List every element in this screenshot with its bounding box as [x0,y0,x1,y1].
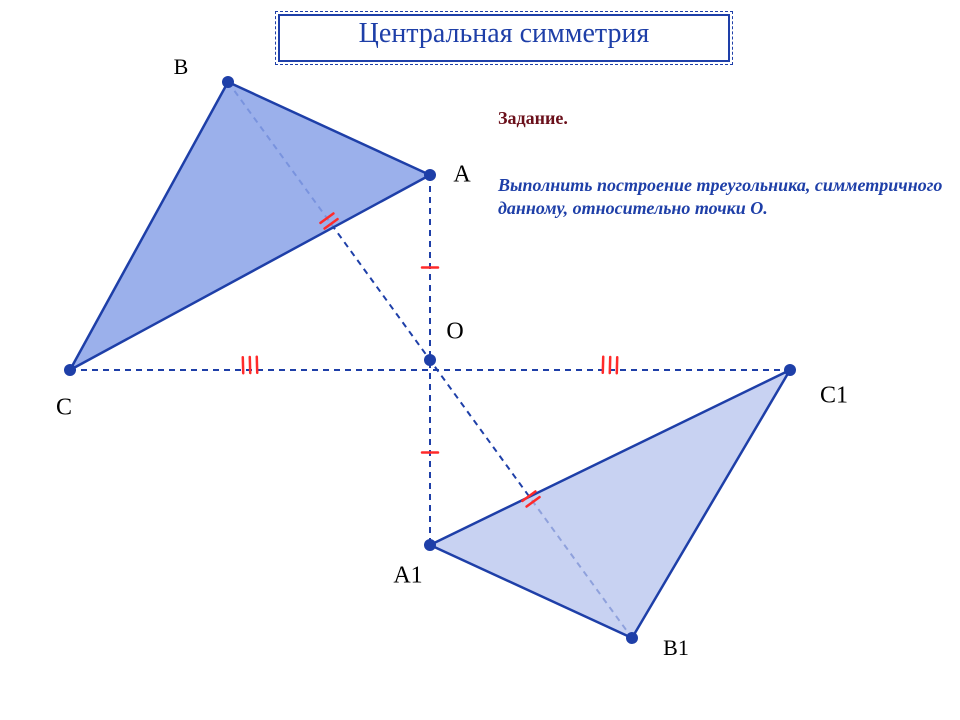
title-text: Центральная симметрия [359,18,650,49]
diagram-stage: Центральная симметрия Задание. Выполнить… [0,0,960,720]
label-C: C [56,395,72,422]
label-B: B [174,54,189,80]
geometry-svg [0,0,960,720]
label-B1: B1 [663,635,689,661]
label-C1: C1 [820,383,848,410]
title-box: Центральная симметрия [278,14,730,62]
task-heading: Задание. [498,108,568,129]
label-O: O [446,319,463,346]
label-A: A [453,162,470,189]
label-A1: A1 [393,563,422,590]
task-body: Выполнить построение треугольника, симме… [498,174,958,221]
